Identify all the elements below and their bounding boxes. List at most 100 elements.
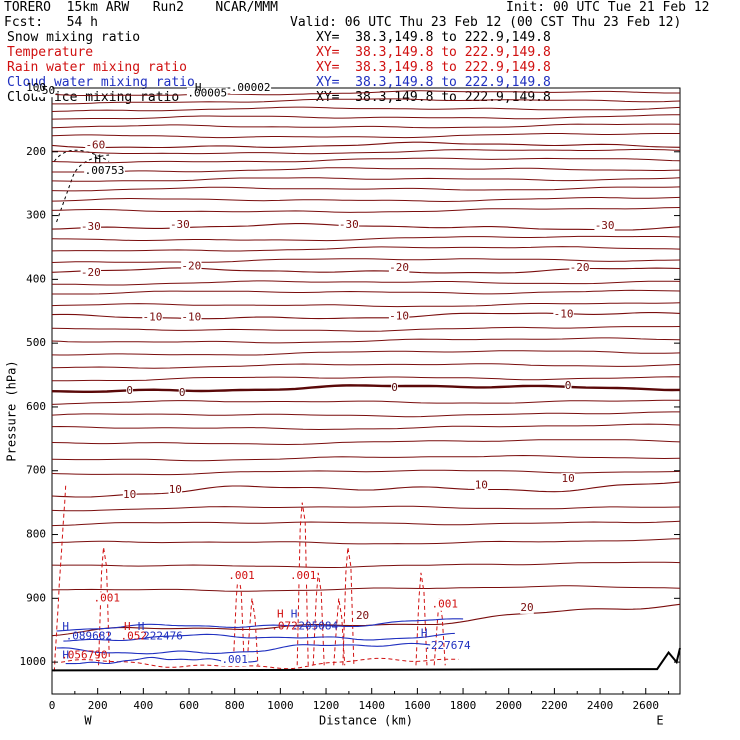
extremum-value: .205084 bbox=[292, 619, 339, 632]
label-bg bbox=[84, 164, 125, 177]
y-tick-label: 300 bbox=[26, 209, 46, 222]
isotherm--30 bbox=[51, 223, 681, 231]
x-tick-label: 1000 bbox=[267, 699, 294, 712]
label-bg bbox=[561, 473, 575, 486]
contour-label: -30 bbox=[595, 219, 615, 232]
label-bg bbox=[126, 385, 134, 397]
isotherm-line bbox=[51, 469, 681, 476]
rain-water-contour bbox=[342, 547, 355, 666]
contour-label: -20 bbox=[81, 266, 101, 279]
isotherm-line bbox=[51, 376, 681, 382]
x-tick-label: 800 bbox=[225, 699, 245, 712]
header-block: TORERO 15km ARW Run2 NCAR/MMM Init: 00 U… bbox=[0, 0, 740, 120]
x-tick-label: 1600 bbox=[404, 699, 431, 712]
contour-label: .001 bbox=[221, 653, 248, 666]
contour-label: -50 bbox=[35, 84, 55, 97]
extremum-mark: H bbox=[421, 626, 428, 639]
x-tick-label: 2200 bbox=[541, 699, 568, 712]
isotherm-line bbox=[51, 363, 681, 369]
y-axis-title: Pressure (hPa) bbox=[5, 360, 19, 461]
label-bg bbox=[553, 308, 574, 321]
x-tick-label: 1400 bbox=[358, 699, 385, 712]
extremum-value: .089682 bbox=[66, 630, 112, 643]
contour-label: -30 bbox=[170, 218, 190, 231]
isotherm-0 bbox=[51, 384, 681, 393]
rain-water-contour bbox=[53, 485, 67, 672]
isotherm-line bbox=[51, 207, 681, 213]
isotherm-line bbox=[51, 337, 681, 344]
isotherm-line bbox=[51, 505, 681, 512]
y-tick-label: 700 bbox=[26, 464, 46, 477]
contour-label: -30 bbox=[81, 220, 101, 233]
x-end-label-east: E bbox=[656, 714, 663, 728]
contour-label: 20 bbox=[356, 609, 369, 622]
contour-label: .001 bbox=[228, 569, 255, 582]
isotherm-line bbox=[51, 258, 681, 263]
label-bg bbox=[388, 310, 410, 323]
extremum-value: .227674 bbox=[424, 639, 471, 652]
field-label-snow: Snow mixing ratio bbox=[7, 30, 141, 45]
field-xy-temperature: XY= 38.3,149.8 to 222.9,149.8 bbox=[316, 45, 551, 60]
label-bg bbox=[230, 82, 272, 94]
contour-label: .001 bbox=[290, 569, 317, 582]
extremum-value: .222476 bbox=[136, 630, 182, 643]
isotherm-line bbox=[51, 520, 681, 527]
contour-label: 0 bbox=[179, 386, 186, 399]
isotherm-line bbox=[51, 114, 680, 120]
y-tick-label: 200 bbox=[26, 145, 46, 158]
isotherm-line bbox=[51, 439, 681, 446]
x-end-label-west: W bbox=[84, 714, 92, 728]
contour-label: .001 bbox=[94, 591, 121, 604]
field-xy-snow: XY= 38.3,149.8 to 222.9,149.8 bbox=[316, 30, 551, 45]
isotherm-line bbox=[51, 157, 681, 164]
rain-water-contour bbox=[246, 598, 259, 666]
extremum-mark: H bbox=[195, 81, 202, 94]
isotherm-line bbox=[51, 326, 681, 332]
contour-label: 10 bbox=[561, 472, 574, 485]
label-bg bbox=[181, 311, 202, 324]
x-tick-label: 2400 bbox=[587, 699, 614, 712]
label-bg bbox=[355, 610, 370, 623]
label-bg bbox=[168, 483, 183, 496]
contour-label: 20 bbox=[520, 601, 533, 614]
contour-label: -60 bbox=[85, 138, 105, 151]
y-tick-label: 1000 bbox=[20, 655, 47, 668]
label-bg bbox=[93, 592, 121, 605]
isotherm-line bbox=[51, 246, 681, 252]
snow-contours bbox=[53, 149, 110, 223]
isotherm-line bbox=[52, 148, 681, 155]
field-xy-cloud-water: XY= 38.3,149.8 to 222.9,149.8 bbox=[316, 75, 551, 90]
label-bg bbox=[569, 261, 590, 274]
extremum-value: .052 bbox=[121, 630, 148, 643]
extremum-mark: H bbox=[94, 152, 101, 165]
isotherm-line bbox=[52, 289, 681, 295]
terrain-surface bbox=[51, 647, 681, 672]
contour-label: -20 bbox=[570, 261, 590, 274]
contour-label: -20 bbox=[389, 261, 409, 274]
x-axis-title: Distance (km) bbox=[319, 714, 413, 728]
extremum-value: .056790 bbox=[61, 649, 107, 662]
label-bg bbox=[474, 479, 489, 492]
label-bg bbox=[186, 87, 228, 100]
contour-label: -10 bbox=[554, 307, 574, 320]
y-tick-label: 400 bbox=[26, 272, 46, 285]
label-bg bbox=[181, 260, 202, 273]
field-label-temperature: Temperature bbox=[7, 45, 94, 60]
rain-water-contours bbox=[53, 485, 459, 672]
isotherm-line bbox=[51, 585, 681, 592]
isotherm-line bbox=[51, 411, 680, 418]
cloud-water-contour bbox=[63, 632, 455, 642]
label-bg bbox=[431, 598, 459, 611]
isotherm-line bbox=[51, 561, 681, 568]
snow-contour bbox=[56, 154, 110, 223]
label-bg bbox=[227, 569, 256, 582]
isotherm--60 bbox=[51, 141, 681, 149]
extremum-mark: H bbox=[138, 620, 145, 633]
y-tick-label: 900 bbox=[26, 591, 46, 604]
x-tick-label: 400 bbox=[133, 699, 153, 712]
label-bg bbox=[85, 139, 106, 152]
contour-label: 10 bbox=[475, 478, 488, 491]
x-tick-label: 200 bbox=[88, 699, 108, 712]
label-bg bbox=[122, 488, 137, 501]
isotherm-line bbox=[51, 196, 681, 203]
